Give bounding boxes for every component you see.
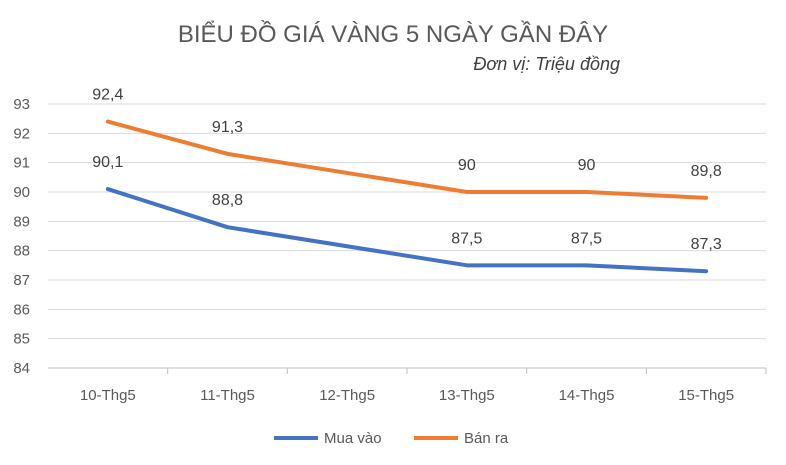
y-tick-label: 85: [13, 331, 30, 348]
x-tick-label: 12-Thg5: [319, 387, 375, 404]
data-label: 90: [578, 157, 596, 174]
y-tick-label: 86: [13, 301, 30, 318]
y-axis-ticks: 84 85 86 87 88 89 90 91 92 93: [13, 96, 30, 377]
x-tick-label: 11-Thg5: [200, 387, 255, 404]
y-tick-label: 91: [13, 155, 30, 172]
chart-subtitle: Đơn vị: Triệu đồng: [473, 54, 620, 74]
data-label: 87,5: [451, 230, 482, 247]
series-line-ban-ra: [105, 119, 709, 200]
y-tick-label: 88: [13, 243, 30, 260]
x-tick-label: 10-Thg5: [80, 387, 136, 404]
data-label: 88,8: [212, 192, 243, 209]
data-label: 92,4: [92, 87, 123, 104]
y-tick-label: 90: [13, 184, 30, 201]
legend: Mua vào Bán ra: [274, 430, 509, 447]
y-tick-label: 93: [13, 96, 30, 113]
legend-label: Bán ra: [464, 430, 509, 447]
series-lines: [105, 119, 709, 274]
x-axis-ticks: 10-Thg5 11-Thg5 12-Thg5 13-Thg5 14-Thg5 15-Th…: [80, 368, 767, 404]
legend-label: Mua vào: [324, 430, 382, 447]
y-tick-label: 87: [13, 272, 30, 289]
data-label: 91,3: [212, 119, 243, 136]
data-labels: 90,1 88,8 87,5 87,5 87,3 92,4 91,3 90 90 89,8: [92, 87, 722, 254]
y-tick-label: 89: [13, 213, 30, 230]
y-tick-label: 92: [13, 125, 30, 142]
chart-title: BIỂU ĐỒ GIÁ VÀNG 5 NGÀY GẦN ĐÂY: [178, 20, 608, 48]
data-label: 90,1: [92, 154, 123, 171]
x-tick-label: 14-Thg5: [559, 387, 615, 404]
x-tick-label: 13-Thg5: [439, 387, 495, 404]
series-line-mua-vao: [105, 187, 709, 274]
data-label: 90: [458, 157, 476, 174]
x-tick-label: 15-Thg5: [678, 387, 734, 404]
data-label: 87,5: [571, 230, 602, 247]
y-tick-label: 84: [13, 360, 30, 377]
data-label: 89,8: [691, 163, 722, 180]
data-label: 87,3: [691, 236, 722, 253]
grid-lines: [48, 103, 766, 369]
